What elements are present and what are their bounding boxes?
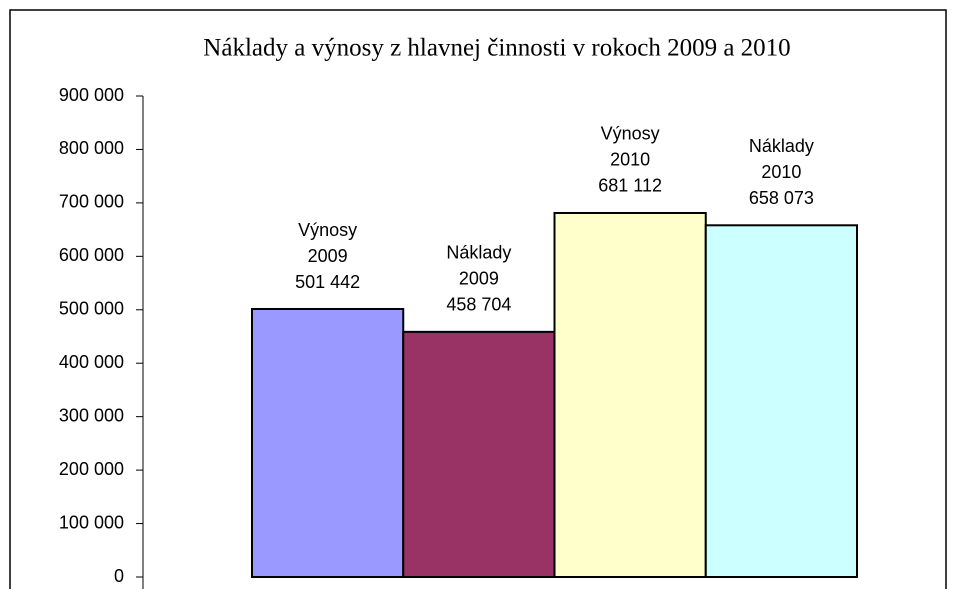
data-label: 658 073 [749, 188, 814, 208]
bar-name-label: Výnosy [298, 220, 357, 240]
bar [553, 211, 707, 578]
y-tick-label: 200 000 [59, 459, 124, 479]
bar [402, 330, 556, 579]
y-tick-label: 0 [114, 566, 124, 586]
data-label: 458 704 [446, 295, 511, 315]
bar-name-label: Výnosy [601, 124, 660, 144]
data-label: 501 442 [295, 272, 360, 292]
chart-title: Náklady a výnosy z hlavnej činnosti v ro… [203, 35, 790, 62]
y-tick-label: 300 000 [59, 405, 124, 425]
bar [251, 308, 405, 578]
bar-year-label: 2009 [308, 246, 348, 266]
y-tick-label: 600 000 [59, 245, 124, 265]
y-tick-label: 900 000 [59, 85, 124, 105]
bar [704, 224, 858, 578]
data-label: 681 112 [598, 176, 662, 196]
y-tick-label: 800 000 [59, 138, 124, 158]
y-tick-label: 400 000 [59, 352, 124, 372]
y-tick-label: 100 000 [59, 512, 124, 532]
y-tick-label: 700 000 [59, 192, 124, 212]
bar-name-label: Náklady [749, 136, 814, 156]
bar-name-label: Náklady [446, 243, 511, 263]
y-tick-label: 500 000 [59, 299, 124, 319]
bar-year-label: 2009 [459, 269, 499, 289]
bar-year-label: 2010 [610, 150, 650, 170]
bar-year-label: 2010 [761, 162, 801, 182]
